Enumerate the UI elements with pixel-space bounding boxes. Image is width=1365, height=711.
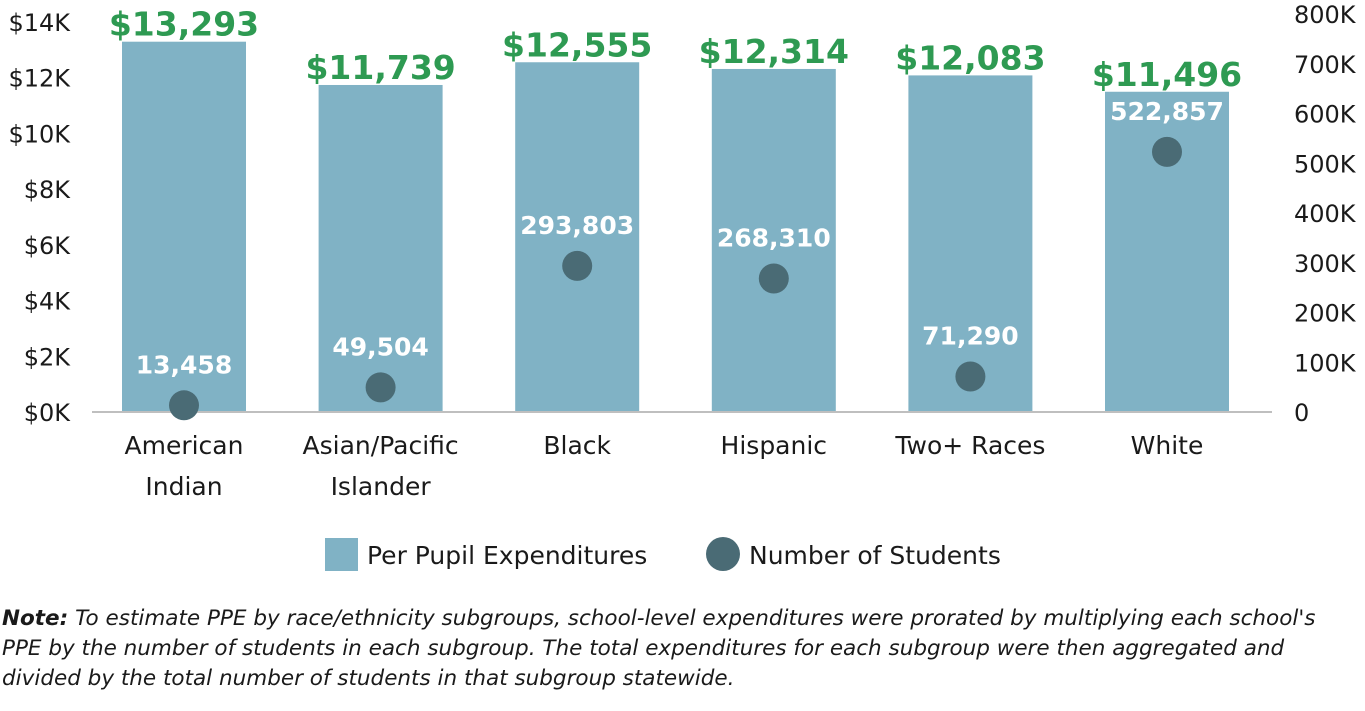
- left-y-tick-label: $2K: [24, 343, 72, 371]
- left-y-tick-label: $6K: [24, 232, 72, 260]
- left-y-tick-label: $12K: [8, 65, 71, 93]
- right-y-tick-label: 800K: [1294, 1, 1357, 29]
- left-y-tick-label: $14K: [8, 9, 71, 37]
- x-category-label: Hispanic: [721, 431, 828, 460]
- note-label: Note:: [2, 606, 69, 631]
- bar-value-label: $12,555: [502, 25, 652, 64]
- legend-swatch-per-pupil-expenditures: [325, 538, 358, 571]
- left-y-tick-label: $8K: [24, 176, 72, 204]
- legend-label-per-pupil-expenditures: Per Pupil Expenditures: [367, 541, 647, 570]
- student-count-dot: [1152, 136, 1182, 167]
- left-y-tick-label: $10K: [8, 120, 71, 148]
- bar-per-pupil-expenditures: [711, 68, 836, 413]
- x-category-label: Asian/Pacific: [303, 431, 459, 460]
- right-y-tick-label: 600K: [1294, 101, 1357, 129]
- bar-per-pupil-expenditures: [318, 84, 443, 413]
- expenditure-bars: $13,293 $11,739 $12,555 $12,314 $12,083 $11,4…: [109, 5, 1242, 413]
- x-category-label: White: [1131, 431, 1204, 460]
- legend-swatch-number-of-students: [706, 537, 740, 571]
- right-y-tick-label: 500K: [1294, 150, 1357, 178]
- bar-per-pupil-expenditures: [122, 41, 246, 412]
- bar-value-label: $12,314: [699, 32, 849, 71]
- student-count-label: 522,857: [1110, 97, 1224, 126]
- student-count-label: 293,803: [520, 211, 634, 240]
- right-y-tick-label: 700K: [1294, 51, 1357, 79]
- right-y-tick-label: 0: [1294, 399, 1309, 427]
- left-y-axis: $0K $2K $4K $6K $8K $10K $12K $14K: [8, 9, 71, 427]
- student-count-dot: [562, 250, 593, 281]
- chart-note: Note: To estimate PPE by race/ethnicity …: [2, 604, 1342, 694]
- student-count-label: 13,458: [136, 350, 232, 379]
- x-category-label: Islander: [331, 472, 432, 501]
- legend-label-number-of-students: Number of Students: [749, 541, 1001, 570]
- note-text: To estimate PPE by race/ethnicity subgro…: [2, 606, 1316, 691]
- bar-value-label: $12,083: [895, 38, 1045, 77]
- student-count-label: 268,310: [717, 224, 831, 253]
- legend: Per Pupil Expenditures Number of Student…: [325, 537, 1001, 571]
- right-y-tick-label: 100K: [1294, 349, 1357, 377]
- bar-value-label: $11,496: [1092, 55, 1242, 94]
- right-y-axis: 0 100K 200K 300K 400K 500K 600K 700K 800K: [1294, 1, 1357, 427]
- bar-value-label: $11,739: [305, 48, 455, 87]
- bar-per-pupil-expenditures: [908, 75, 1033, 412]
- right-y-tick-label: 400K: [1294, 200, 1357, 228]
- ppe-chart: $0K $2K $4K $6K $8K $10K $12K $14K 0 100K 200K 300…: [8, 1, 1357, 571]
- left-y-tick-label: $4K: [24, 288, 72, 316]
- x-axis-categories: American Indian Asian/Pacific Islander Black…: [125, 431, 1204, 501]
- x-category-label: Two+ Races: [894, 431, 1045, 460]
- student-count-label: 49,504: [332, 332, 428, 361]
- student-count-dots: 13,458 49,504 293,803 268,310 71,290 522,857: [136, 97, 1224, 421]
- student-count-dot: [955, 361, 986, 392]
- left-y-tick-label: $0K: [24, 399, 72, 427]
- x-category-label: Black: [543, 431, 611, 460]
- bar-per-pupil-expenditures: [515, 62, 640, 412]
- student-count-dot: [365, 372, 396, 403]
- x-category-label: Indian: [145, 472, 222, 501]
- x-category-label: American: [125, 431, 244, 460]
- right-y-tick-label: 300K: [1294, 250, 1357, 278]
- right-y-tick-label: 200K: [1294, 300, 1357, 328]
- student-count-label: 71,290: [922, 322, 1018, 351]
- student-count-dot: [169, 390, 199, 421]
- bar-value-label: $13,293: [109, 5, 259, 44]
- student-count-dot: [758, 263, 789, 294]
